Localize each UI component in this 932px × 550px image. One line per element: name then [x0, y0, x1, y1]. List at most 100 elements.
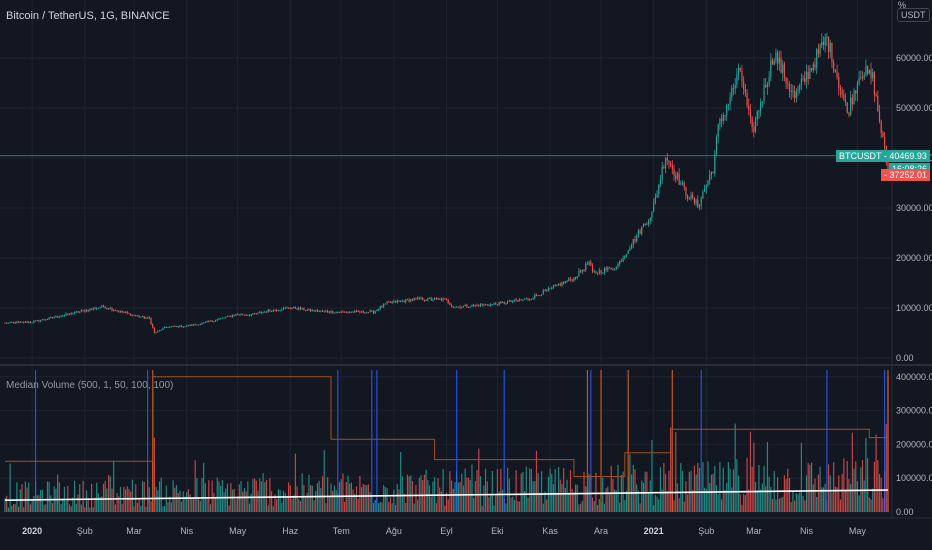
volume-bar: [177, 493, 179, 512]
price-candle: [135, 315, 137, 317]
volume-bar: [432, 481, 434, 512]
low-dash: -: [884, 169, 890, 180]
price-candle: [150, 318, 152, 325]
volume-bar: [124, 489, 127, 512]
price-candle: [355, 310, 358, 312]
volume-bar: [614, 489, 616, 512]
price-candle: [182, 326, 184, 328]
price-candle: [113, 310, 115, 312]
price-candle: [804, 78, 806, 82]
price-candle: [40, 320, 42, 322]
volume-bar: [814, 478, 816, 512]
volume-bar: [311, 485, 313, 512]
price-candle: [676, 173, 679, 179]
volume-bar: [96, 482, 98, 512]
price-candle: [435, 298, 437, 300]
price-candle: [603, 268, 606, 273]
price-candle: [714, 153, 716, 173]
volume-bar: [843, 458, 845, 512]
price-candle: [379, 306, 381, 310]
price-candle: [418, 297, 420, 299]
volume-bar: [654, 495, 656, 512]
price-candle: [512, 301, 514, 303]
price-candle: [291, 307, 293, 309]
percent-icon[interactable]: %: [898, 0, 907, 10]
price-candle: [393, 300, 395, 302]
volume-bar: [508, 478, 510, 512]
price-candle: [817, 49, 819, 54]
price-candle: [858, 78, 860, 84]
volume-bar: [281, 502, 283, 512]
volume-bar: [423, 474, 426, 512]
volume-bar: [785, 479, 787, 512]
volume-bar: [111, 488, 113, 512]
volume-bar: [824, 483, 826, 512]
volume-bar: [206, 498, 208, 512]
price-candle: [573, 277, 575, 281]
price-candle: [873, 72, 876, 96]
price-candle: [578, 270, 580, 277]
volume-bar: [661, 489, 663, 512]
price-candle: [138, 315, 140, 317]
price-candle: [724, 115, 726, 117]
price-candle: [240, 314, 242, 316]
price-candle: [87, 309, 89, 311]
price-candle: [663, 167, 665, 169]
volume-bar: [350, 482, 353, 512]
price-candle: [53, 317, 55, 319]
price-candle: [403, 300, 405, 303]
volume-bar: [754, 481, 757, 512]
volume-bar: [87, 497, 89, 512]
price-candle: [515, 299, 517, 301]
volume-bar: [396, 484, 398, 512]
volume-bar: [189, 494, 191, 512]
volume-bar: [50, 495, 52, 512]
price-candle: [839, 87, 842, 90]
volume-bar: [462, 485, 465, 512]
price-candle: [824, 36, 826, 46]
price-candle: [80, 310, 83, 312]
price-candle: [439, 298, 441, 300]
price-candle: [19, 321, 21, 323]
price-candle: [230, 315, 232, 317]
price-candle: [634, 239, 636, 242]
volume-bar: [636, 484, 638, 512]
price-candle: [630, 245, 633, 249]
price-candle: [333, 312, 336, 314]
volume-bar: [542, 503, 544, 512]
volume-bar: [172, 480, 174, 512]
volume-bar: [201, 477, 203, 512]
price-candle: [420, 297, 422, 299]
volume-bar: [40, 490, 42, 512]
volume-bar: [651, 440, 653, 512]
price-candle: [33, 321, 35, 323]
volume-bar: [702, 462, 704, 512]
price-candle: [715, 136, 718, 154]
price-candle: [220, 318, 222, 320]
price-candle: [203, 322, 205, 324]
currency-button[interactable]: USDT: [897, 8, 930, 22]
volume-bar: [400, 451, 402, 512]
price-axis-tick-label: 60000.00: [896, 53, 932, 63]
volume-bar: [534, 481, 536, 512]
volume-bar: [141, 481, 144, 512]
price-candle: [247, 314, 249, 316]
volume-bar: [512, 496, 514, 512]
volume-bar: [782, 496, 784, 512]
price-candle: [642, 224, 645, 227]
price-candle: [58, 316, 60, 318]
time-axis-tick-label: May: [229, 526, 247, 536]
volume-bar: [84, 507, 86, 512]
price-candle: [574, 277, 577, 279]
volume-bar: [619, 502, 621, 512]
volume-bar: [573, 492, 575, 512]
price-candle: [563, 282, 565, 284]
volume-bar: [349, 483, 351, 512]
price-candle: [727, 104, 729, 106]
price-candle: [717, 124, 719, 137]
price-candle: [318, 311, 320, 313]
volume-bar: [262, 473, 264, 512]
volume-bar: [678, 498, 680, 512]
volume-bar: [634, 469, 636, 512]
